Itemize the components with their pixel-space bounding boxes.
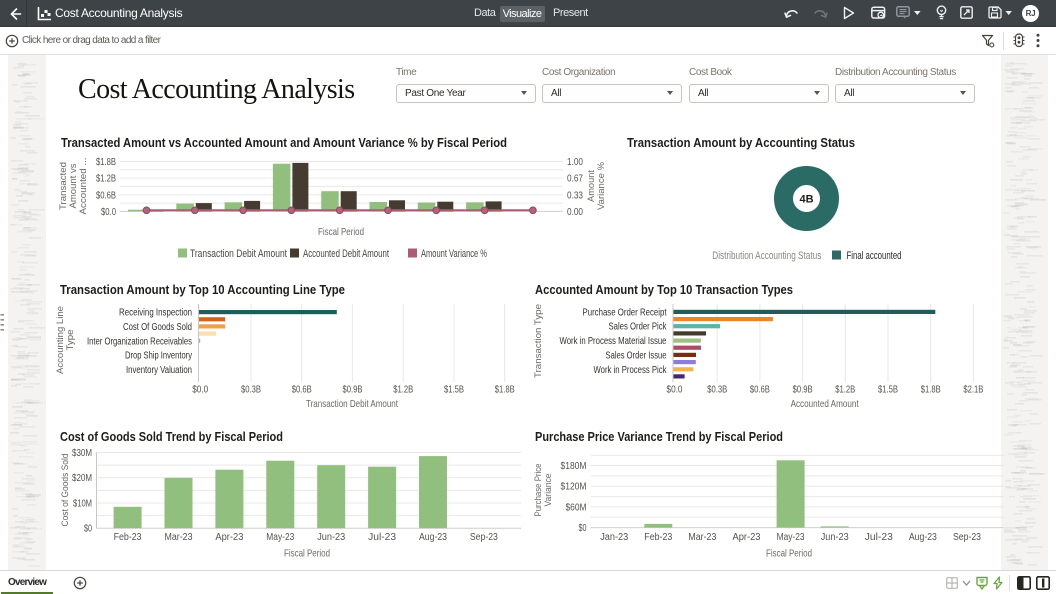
svg-text:$0.6B: $0.6B [750,384,770,396]
svg-text:Transaction Debit Amount: Transaction Debit Amount [306,398,398,410]
svg-text:Variance: Variance [543,474,554,507]
svg-text:0.67: 0.67 [567,174,583,185]
svg-text:$0.3B: $0.3B [241,384,261,396]
svg-text:$10M: $10M [73,498,92,509]
svg-text:$0.6B: $0.6B [292,384,312,396]
svg-text:$0.6B: $0.6B [96,190,116,201]
svg-text:Work in Process Material Issue: Work in Process Material Issue [560,336,667,347]
svg-text:Fiscal Period: Fiscal Period [318,226,364,238]
svg-text:Jun-23: Jun-23 [821,532,849,543]
svg-text:Mar-23: Mar-23 [165,532,193,543]
svg-text:$0: $0 [84,524,92,535]
svg-text:Apr-23: Apr-23 [215,532,243,543]
svg-text:Purchase Price Variance Trend: Purchase Price Variance Trend by Fiscal … [535,429,783,444]
svg-text:Sales Order Issue: Sales Order Issue [606,350,667,361]
svg-text:$0.0: $0.0 [667,384,683,396]
svg-text:Accounted Amount: Accounted Amount [791,398,859,410]
svg-text:Apr-23: Apr-23 [733,532,761,543]
svg-text:Jul-23: Jul-23 [368,532,396,543]
svg-text:Inter Organization Receivables: Inter Organization Receivables [87,336,192,347]
svg-text:$0: $0 [579,523,587,534]
svg-text:May-23: May-23 [266,532,294,543]
svg-text:Accounting Line: Accounting Line [55,306,66,374]
svg-text:May-23: May-23 [777,532,805,543]
svg-text:Feb-23: Feb-23 [114,532,142,543]
svg-text:Accounted ...: Accounted ... [78,158,89,215]
svg-text:Transaction Type: Transaction Type [533,304,544,378]
svg-text:Inventory Valuation: Inventory Valuation [126,365,192,376]
svg-text:Amount Variance %: Amount Variance % [421,248,487,260]
svg-text:Fiscal Period: Fiscal Period [284,548,330,560]
svg-text:Amount vs: Amount vs [68,163,79,208]
svg-text:Sep-23: Sep-23 [470,532,498,543]
svg-text:Jul-23: Jul-23 [865,532,893,543]
svg-text:Cost Of Goods Sold: Cost Of Goods Sold [123,322,192,333]
svg-text:$1.2B: $1.2B [96,174,116,185]
svg-text:$1.8B: $1.8B [921,384,941,396]
svg-text:Transaction Amount by Accounti: Transaction Amount by Accounting Status [627,135,855,150]
svg-text:Accounted Debit Amount: Accounted Debit Amount [303,248,389,260]
svg-text:Fiscal Period: Fiscal Period [766,548,812,560]
svg-text:Final accounted: Final accounted [847,250,902,262]
svg-text:$1.5B: $1.5B [444,384,464,396]
svg-text:1.00: 1.00 [567,157,583,168]
svg-text:Cost of Goods Sold: Cost of Goods Sold [60,454,71,527]
svg-text:$0.0: $0.0 [192,384,208,396]
svg-text:0.00: 0.00 [567,207,583,218]
svg-text:$0.0: $0.0 [101,207,116,218]
svg-text:Sales Order Pick: Sales Order Pick [609,322,668,333]
svg-text:Mar-23: Mar-23 [688,532,716,543]
svg-text:Accounted Amount by Top 10 Tra: Accounted Amount by Top 10 Transaction T… [535,282,793,297]
svg-text:Cost of Goods Sold Trend by Fi: Cost of Goods Sold Trend by Fiscal Perio… [60,429,283,444]
svg-text:$1.2B: $1.2B [393,384,413,396]
svg-text:$0.3B: $0.3B [707,384,727,396]
svg-text:Work in Process Pick: Work in Process Pick [594,365,668,376]
svg-text:Sep-23: Sep-23 [953,532,981,543]
svg-text:$2.1B: $2.1B [963,384,983,396]
svg-text:Transacted: Transacted [58,162,69,210]
svg-text:$30M: $30M [72,448,92,459]
svg-text:Feb-23: Feb-23 [644,532,672,543]
svg-text:Purchase Order Receipt: Purchase Order Receipt [583,307,667,318]
svg-text:Transaction Debit Amount: Transaction Debit Amount [190,248,287,260]
svg-text:Jun-23: Jun-23 [317,532,345,543]
svg-text:Transaction Amount by Top 10 A: Transaction Amount by Top 10 Accounting … [60,282,345,297]
svg-text:$60M: $60M [566,502,587,513]
svg-text:Purchase Price: Purchase Price [533,464,544,517]
svg-text:Receiving Inspection: Receiving Inspection [119,308,192,319]
svg-text:$1.8B: $1.8B [96,157,116,168]
svg-text:Amount: Amount [586,170,597,202]
svg-text:$1.8B: $1.8B [495,384,515,396]
svg-text:Distribution Accounting Status: Distribution Accounting Status [712,250,821,262]
svg-text:Transacted Amount vs Accounted: Transacted Amount vs Accounted Amount an… [61,136,507,150]
svg-text:4B: 4B [799,194,813,206]
svg-text:$180M: $180M [561,461,587,472]
svg-text:$1.5B: $1.5B [878,384,898,396]
svg-text:$1.2B: $1.2B [835,384,855,396]
svg-text:$120M: $120M [561,482,587,493]
svg-text:Variance %: Variance % [596,161,607,210]
svg-text:Aug-23: Aug-23 [419,532,447,543]
svg-text:0.33: 0.33 [567,190,583,201]
svg-text:$20M: $20M [72,473,92,484]
svg-text:Type: Type [65,330,76,351]
svg-text:Drop Ship Inventory: Drop Ship Inventory [125,351,192,362]
svg-text:Jan-23: Jan-23 [600,532,628,543]
svg-text:$0.9B: $0.9B [793,384,813,396]
svg-text:$0.9B: $0.9B [342,384,362,396]
svg-text:Aug-23: Aug-23 [909,532,937,543]
